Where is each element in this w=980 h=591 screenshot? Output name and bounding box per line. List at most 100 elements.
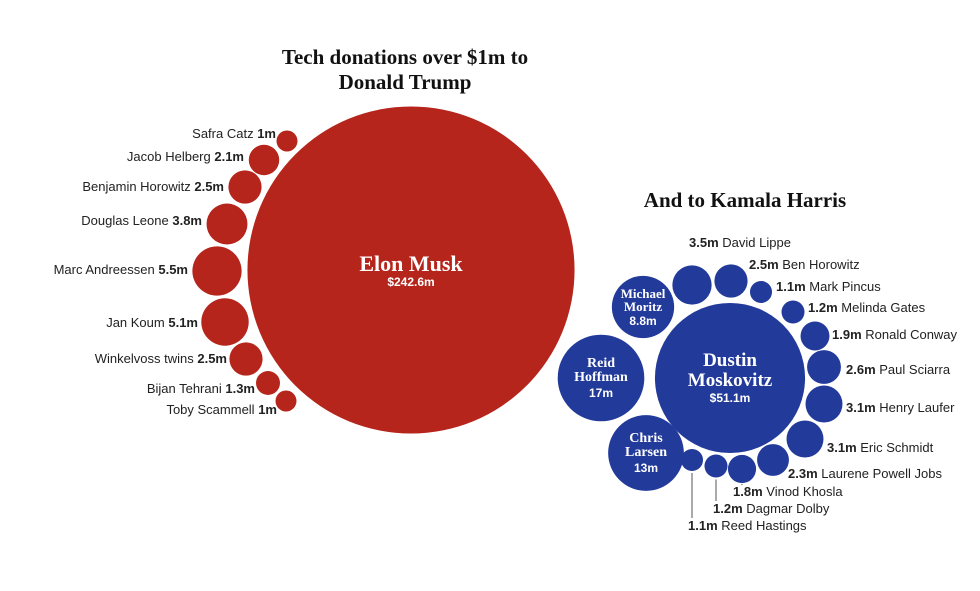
bubble — [611, 275, 675, 339]
donor-label: 2.5m Ben Horowitz — [749, 256, 860, 274]
donor-name: Henry Laufer — [879, 400, 955, 415]
donation-amount: 1.1m — [776, 279, 806, 294]
donation-amount: 2.1m — [214, 149, 244, 164]
bubble — [247, 106, 575, 434]
donor-name: Reid Hoffman — [574, 355, 628, 386]
bubble — [654, 302, 806, 454]
donor-name: Eric Schmidt — [860, 440, 934, 455]
bubble — [192, 246, 242, 296]
donor-label: 3.1m Eric Schmidt — [827, 439, 933, 457]
donor-name: Mark Pincus — [809, 279, 881, 294]
bubble — [206, 203, 248, 245]
donor-label: Toby Scammell 1m — [166, 401, 277, 419]
donor-label: 3.5m David Lippe — [689, 234, 791, 252]
donation-amount: 2.5m — [197, 351, 227, 366]
donor-label: 1.9m Ronald Conway — [832, 326, 957, 344]
donation-amount: 1m — [258, 402, 277, 417]
donor-label: 1.1m Reed Hastings — [688, 517, 807, 535]
donor-name: Dustin Moskovitz — [687, 350, 773, 391]
donation-amount: 5.5m — [158, 262, 188, 277]
donor-name: Vinod Khosla — [766, 484, 843, 499]
bubble-label: Elon Musk $242.6m — [301, 250, 521, 288]
bubble — [805, 385, 843, 423]
donor-name: Reed Hastings — [721, 518, 807, 533]
bubble — [807, 350, 841, 384]
donor-label: 2.6m Paul Sciarra — [846, 361, 950, 379]
bubble — [228, 170, 262, 204]
donor-name: Chris Larsen — [625, 430, 667, 461]
bubble — [256, 371, 280, 395]
donation-amount: 8.8m — [629, 313, 657, 328]
donor-label: Winkelvoss twins 2.5m — [95, 350, 227, 368]
donor-name: Jan Koum — [106, 315, 165, 330]
bubble — [672, 265, 712, 305]
bubble — [229, 342, 263, 376]
donor-label: Douglas Leone 3.8m — [81, 212, 202, 230]
donor-name: Michael Moritz — [620, 285, 666, 315]
bubble — [680, 448, 704, 472]
donation-amount: 3.1m — [827, 440, 857, 455]
donation-amount: 1m — [257, 126, 276, 141]
donor-label: 1.1m Mark Pincus — [776, 278, 881, 296]
bubble — [781, 300, 805, 324]
donor-name: Toby Scammell — [166, 402, 255, 417]
bubble — [757, 444, 789, 476]
donation-amount: 13m — [633, 460, 659, 475]
donation-amount: 1.2m — [713, 501, 743, 516]
donor-label: 1.2m Dagmar Dolby — [713, 500, 829, 518]
donation-amount: 1.2m — [808, 300, 838, 315]
donor-name: Melinda Gates — [841, 300, 926, 315]
donor-name: Laurene Powell Jobs — [821, 466, 942, 481]
donor-label: Benjamin Horowitz 2.5m — [82, 178, 224, 196]
bubble — [800, 321, 830, 351]
donation-amount: 3.5m — [689, 235, 719, 250]
donor-name: Elon Musk — [359, 250, 463, 276]
donor-name: Marc Andreessen — [53, 262, 155, 277]
donor-label: Marc Andreessen 5.5m — [54, 261, 188, 279]
donation-amount: 2.3m — [788, 466, 818, 481]
donor-name: Dagmar Dolby — [746, 501, 830, 516]
donor-name: Safra Catz — [192, 126, 254, 141]
donation-amount: 3.1m — [846, 400, 876, 415]
donation-amount: 2.5m — [194, 179, 224, 194]
bubble — [248, 144, 280, 176]
bubble — [557, 334, 645, 422]
chart-title: And to Kamala Harris — [643, 188, 847, 212]
bubble — [704, 454, 728, 478]
donor-name: Ben Horowitz — [782, 257, 860, 272]
donation-amount: 3.8m — [172, 213, 202, 228]
donation-amount: $51.1m — [709, 390, 751, 405]
donor-name: Bijan Tehrani — [146, 381, 222, 396]
bubble — [727, 454, 757, 484]
donation-amount: 2.5m — [749, 257, 779, 272]
donor-label: Bijan Tehrani 1.3m — [147, 380, 255, 398]
donation-amount: 2.6m — [846, 362, 876, 377]
bubble — [714, 264, 748, 298]
donor-name: Douglas Leone — [81, 213, 169, 228]
bubble — [749, 280, 773, 304]
donor-label: 1.2m Melinda Gates — [808, 299, 925, 317]
bubble — [276, 130, 298, 152]
donor-label: Safra Catz 1m — [192, 125, 276, 143]
donor-label: 1.8m Vinod Khosla — [733, 483, 843, 501]
bubble — [786, 420, 824, 458]
donor-label: Jacob Helberg 2.1m — [127, 148, 244, 166]
donation-amount: 17m — [588, 385, 614, 400]
bubble-label: Michael Moritz 8.8m — [615, 285, 671, 328]
bubble — [608, 415, 684, 491]
donor-name: Benjamin Horowitz — [82, 179, 191, 194]
donation-amount: 1.3m — [225, 381, 255, 396]
donor-name: David Lippe — [722, 235, 791, 250]
donor-name: Jacob Helberg — [126, 149, 211, 164]
donor-name: Ronald Conway — [865, 327, 958, 342]
donor-name: Winkelvoss twins — [94, 351, 194, 366]
bubble-label: Dustin Moskovitz $51.1m — [665, 351, 795, 405]
donor-label: Jan Koum 5.1m — [106, 314, 198, 332]
donation-amount: 1.9m — [832, 327, 862, 342]
donation-amount: 1.8m — [733, 484, 763, 499]
donor-label: 2.3m Laurene Powell Jobs — [788, 465, 942, 483]
donation-amount: 5.1m — [168, 315, 198, 330]
bubble — [201, 298, 249, 346]
